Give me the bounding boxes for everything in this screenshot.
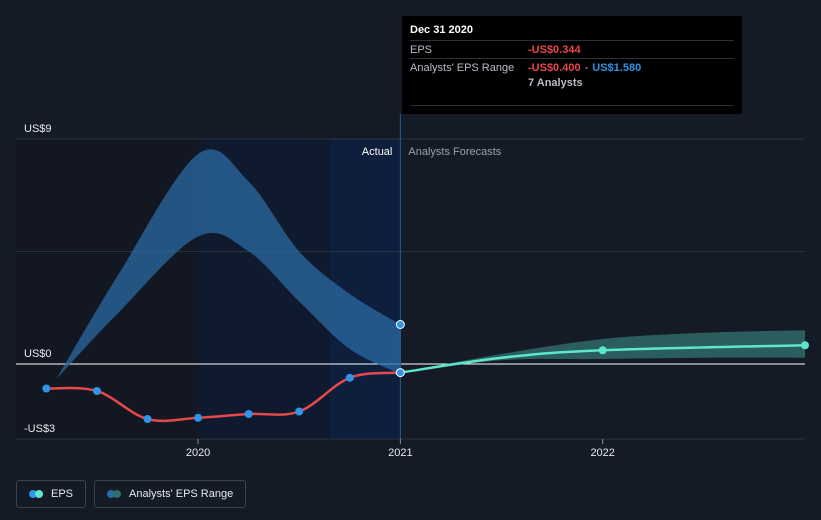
tooltip-eps-value: -US$0.344 (528, 44, 581, 56)
past-shade (16, 139, 199, 439)
legend-eps-label: EPS (51, 488, 74, 500)
actual-label: Actual (362, 146, 393, 158)
x-tick-label: 2021 (388, 447, 412, 459)
tooltip-date: Dec 31 2020 (410, 24, 473, 36)
eps-point (801, 341, 809, 350)
y-tick-label: US$0 (24, 348, 52, 360)
eps-point (598, 346, 607, 355)
axis-labels: US$9 US$0 -US$3 2020 2021 2022 Actual Analysts … (24, 123, 615, 459)
legend-range-label: Analysts' EPS Range (129, 488, 234, 500)
eps-point (92, 387, 101, 395)
tooltip-range-high: US$1.580 (592, 62, 642, 74)
eps-point (345, 373, 354, 382)
tooltip-range-sep: - (584, 62, 589, 74)
eps-point (295, 407, 304, 416)
legend: EPS Analysts' EPS Range (16, 480, 247, 508)
tooltip-range-low: -US$0.400 (528, 62, 581, 74)
tooltip-divider (410, 105, 734, 106)
eps-range-actual (56, 149, 401, 379)
tooltip-range-row: Analysts' EPS Range -US$0.400- US$1.580 (410, 58, 734, 76)
eps-line (46, 344, 806, 423)
tooltip-eps-row: EPS -US$0.344 (410, 40, 734, 58)
legend-eps[interactable]: EPS (16, 480, 87, 508)
eps-point (143, 415, 152, 423)
tooltip-eps-label: EPS (410, 44, 433, 56)
x-tick-label: 2020 (186, 447, 210, 459)
highlight-point (395, 320, 405, 329)
eps-point (244, 410, 253, 418)
eps-markers (42, 320, 809, 423)
legend-eps-range[interactable]: Analysts' EPS Range (94, 480, 247, 508)
y-tick-label: US$9 (24, 123, 52, 135)
tooltip: Dec 31 2020 EPS -US$0.344 Analysts' EPS … (402, 16, 742, 114)
eps-range-swatch-icon (107, 490, 122, 498)
x-tick-label: 2022 (590, 447, 614, 459)
tooltip-range-label: Analysts' EPS Range (410, 62, 515, 74)
forecast-label: Analysts Forecasts (408, 146, 501, 158)
eps-point (42, 384, 51, 393)
eps-line-actual (46, 371, 401, 423)
eps-swatch-icon (29, 490, 43, 498)
tooltip-analysts: 7 Analysts (528, 77, 583, 89)
y-tick-label: -US$3 (24, 423, 55, 435)
eps-point (194, 413, 203, 422)
highlight-point (395, 368, 405, 378)
eps-line-forecast (400, 344, 806, 374)
